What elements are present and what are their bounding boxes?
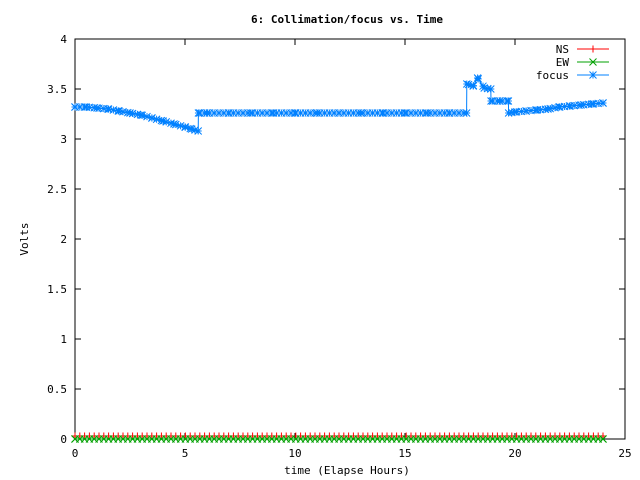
data-point — [247, 109, 255, 117]
data-point — [504, 97, 513, 105]
data-point — [401, 109, 409, 117]
data-point — [93, 104, 101, 112]
x-tick-label: 20 — [508, 447, 521, 460]
series-focus — [71, 74, 607, 135]
y-tick-label: 3 — [60, 133, 67, 146]
data-point — [423, 109, 431, 117]
data-point — [194, 109, 203, 117]
y-tick-label: 3.5 — [47, 83, 67, 96]
data-point — [291, 109, 299, 117]
y-tick-label: 2.5 — [47, 183, 67, 196]
data-point — [555, 103, 563, 111]
data-point — [126, 109, 134, 117]
series-layer — [71, 74, 607, 443]
data-point — [313, 109, 321, 117]
series-line — [75, 77, 604, 132]
data-point — [504, 109, 513, 117]
data-point — [225, 109, 233, 117]
data-point — [170, 120, 178, 128]
x-tick-label: 0 — [72, 447, 79, 460]
y-tick-label: 0.5 — [47, 383, 67, 396]
data-point — [357, 109, 365, 117]
data-point — [82, 103, 90, 111]
data-point — [588, 100, 596, 108]
y-axis-label: Volts — [18, 222, 31, 255]
data-point — [445, 109, 453, 117]
data-point — [486, 85, 495, 93]
x-tick-label: 15 — [398, 447, 411, 460]
data-point — [462, 80, 471, 88]
data-point — [115, 107, 123, 115]
data-point — [104, 105, 112, 113]
chart-title: 6: Collimation/focus vs. Time — [251, 13, 443, 26]
data-point — [473, 74, 482, 82]
data-point — [335, 109, 343, 117]
x-axis: 0 5 10 15 20 25 — [72, 39, 632, 460]
data-point — [203, 109, 211, 117]
y-tick-label: 1 — [60, 333, 67, 346]
data-point — [176, 121, 185, 130]
y-tick-label: 2 — [60, 233, 67, 246]
legend-label-ew: EW — [556, 56, 570, 69]
data-point — [469, 82, 478, 90]
data-point — [152, 115, 161, 124]
data-point — [263, 109, 271, 117]
data-point — [511, 108, 519, 116]
y-tick-label: 1.5 — [47, 283, 67, 296]
x-tick-label: 10 — [288, 447, 301, 460]
data-point — [533, 106, 541, 114]
data-point — [589, 45, 597, 53]
data-point — [462, 109, 471, 117]
data-point — [522, 107, 530, 115]
data-point — [589, 71, 597, 79]
data-point — [194, 127, 203, 135]
y-axis: 0 0.5 1 1.5 2 2.5 3 3.5 4 — [47, 33, 625, 446]
legend-label-ns: NS — [556, 43, 569, 56]
plot-frame — [74, 38, 626, 440]
data-point — [544, 105, 552, 113]
data-point — [599, 99, 607, 107]
data-point — [181, 123, 189, 131]
data-point — [187, 125, 196, 133]
data-point — [599, 435, 607, 443]
data-point — [566, 102, 574, 110]
y-tick-label: 4 — [60, 33, 67, 46]
data-point — [269, 109, 277, 117]
data-point — [487, 97, 495, 105]
data-point — [148, 114, 156, 122]
data-point — [495, 97, 504, 105]
x-axis-label: time (Elapse Hours) — [284, 464, 410, 477]
data-point — [143, 112, 151, 121]
data-point — [589, 58, 597, 66]
data-point — [159, 117, 167, 125]
data-point — [379, 109, 387, 117]
legend-label-focus: focus — [536, 69, 569, 82]
y-tick-label: 0 — [60, 433, 67, 446]
data-point — [577, 101, 585, 109]
data-point — [71, 103, 79, 111]
data-point — [137, 111, 145, 119]
x-tick-label: 5 — [182, 447, 189, 460]
x-tick-label: 25 — [618, 447, 631, 460]
data-point — [71, 435, 79, 443]
series-ew — [71, 435, 607, 443]
data-point — [480, 84, 489, 92]
